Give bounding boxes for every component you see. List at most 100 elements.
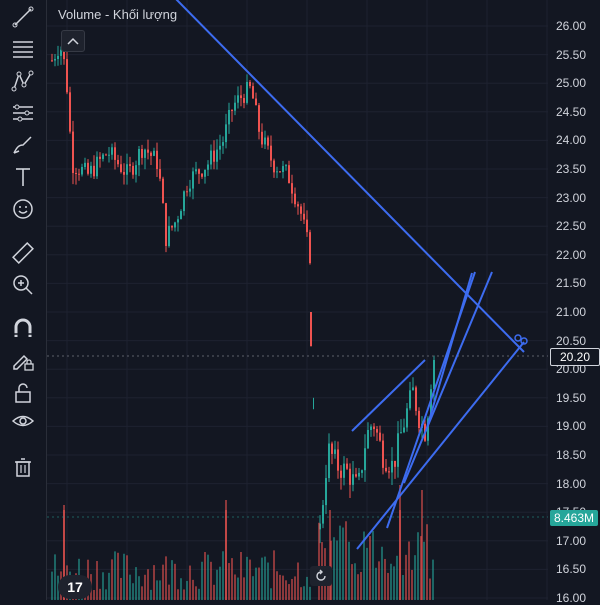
volume-bar — [348, 541, 350, 600]
candle-body — [279, 171, 281, 173]
reset-chart-button[interactable] — [310, 566, 332, 586]
fib-tool[interactable] — [6, 34, 40, 64]
price-tick-label: 21.50 — [556, 276, 587, 291]
chart-plot-area[interactable] — [47, 0, 548, 600]
volume-bar — [432, 559, 434, 600]
candle-body — [126, 164, 128, 175]
volume-bar — [378, 561, 380, 600]
price-axis[interactable]: 26.00 25.50 25.00 24.50 24.00 23.50 23.00 22.50… — [548, 0, 600, 605]
candle-body — [153, 150, 155, 156]
candle-body — [99, 156, 101, 159]
volume-bar — [342, 527, 344, 600]
candle-body — [276, 171, 278, 173]
volume-bar — [282, 575, 284, 600]
candle-body — [346, 463, 348, 469]
candle-body — [264, 137, 266, 145]
volume-bar — [327, 576, 329, 600]
volume-value-badge: 8.463M — [550, 510, 598, 526]
volume-bar — [375, 567, 377, 600]
candle-body — [204, 169, 206, 177]
price-tick-label: 22.50 — [556, 219, 587, 234]
candle-body — [306, 219, 308, 233]
candle-body — [66, 59, 68, 93]
volume-bar — [402, 575, 404, 600]
price-tick-label: 16.00 — [556, 591, 587, 605]
candle-body — [240, 95, 242, 99]
volume-bar — [123, 553, 125, 600]
indicator-legend[interactable]: Volume - Khối lượng — [58, 7, 177, 22]
tradingview-logo: 17 — [58, 575, 92, 599]
emoji-tool[interactable] — [6, 194, 40, 224]
candle-body — [213, 150, 215, 162]
volume-bar — [99, 588, 101, 600]
lock-all-tool[interactable] — [6, 378, 40, 408]
candle-body — [391, 460, 393, 473]
volume-bar — [393, 566, 395, 600]
lock-drawing-tool[interactable] — [6, 346, 40, 376]
unlock-icon — [15, 383, 31, 403]
candle-body — [102, 154, 104, 159]
pattern-tool[interactable] — [6, 66, 40, 96]
candle-body — [54, 59, 56, 61]
candle-body — [273, 160, 275, 173]
chart-canvas[interactable] — [47, 0, 548, 600]
candle-body — [385, 467, 387, 472]
zoom-in-icon — [13, 275, 33, 295]
candle-body — [340, 470, 342, 478]
volume-bar — [135, 567, 137, 600]
candle-body — [382, 440, 384, 468]
last-price-badge: 20.20 — [550, 348, 600, 366]
volume-bar — [261, 557, 263, 600]
candle-body — [261, 131, 263, 145]
zoom-tool[interactable] — [6, 270, 40, 300]
candle-body — [198, 169, 200, 174]
candle-body — [343, 463, 345, 478]
hide-tool[interactable] — [6, 406, 40, 436]
prediction-tool[interactable] — [6, 98, 40, 128]
brush-tool[interactable] — [6, 130, 40, 160]
volume-bar — [426, 524, 428, 600]
volume-bar — [159, 580, 161, 600]
candle-body — [352, 474, 354, 485]
trend-line — [403, 271, 493, 484]
volume-bar — [396, 555, 398, 600]
ruler-tool[interactable] — [6, 238, 40, 268]
trend-line-tool[interactable] — [6, 2, 40, 32]
volume-bar — [198, 588, 200, 600]
collapse-legend-button[interactable] — [61, 30, 85, 52]
candle-body — [228, 109, 230, 125]
candle-body — [430, 389, 432, 419]
volume-bar — [333, 537, 335, 600]
volume-bar — [207, 554, 209, 600]
candle-body — [159, 169, 161, 179]
candle-body — [207, 164, 209, 170]
magnet-tool[interactable] — [6, 314, 40, 344]
volume-bar — [147, 569, 149, 600]
candle-body — [177, 219, 179, 223]
candle-body — [243, 98, 245, 103]
candle-body — [201, 173, 203, 177]
candle-body — [252, 86, 254, 99]
trend-line-icon — [12, 6, 34, 28]
trendline-anchor — [514, 334, 522, 342]
magnet-icon — [14, 318, 32, 337]
volume-bar — [138, 576, 140, 600]
volume-bar — [231, 558, 233, 600]
volume-bar — [414, 555, 416, 600]
candle-body — [258, 105, 260, 132]
candle-body — [282, 166, 284, 173]
candle-body — [403, 427, 405, 433]
price-tick-label: 24.00 — [556, 133, 587, 148]
text-tool[interactable] — [6, 162, 40, 192]
volume-bar — [267, 562, 269, 600]
candle-body — [300, 206, 302, 214]
eye-icon — [11, 415, 35, 427]
candle-body — [412, 387, 414, 391]
volume-bar — [288, 584, 290, 600]
candle-body — [75, 173, 77, 175]
delete-tool[interactable] — [6, 452, 40, 482]
candle-body — [379, 432, 381, 441]
candle-body — [376, 429, 378, 433]
volume-bar — [363, 531, 365, 600]
price-tick-label: 23.50 — [556, 162, 587, 176]
